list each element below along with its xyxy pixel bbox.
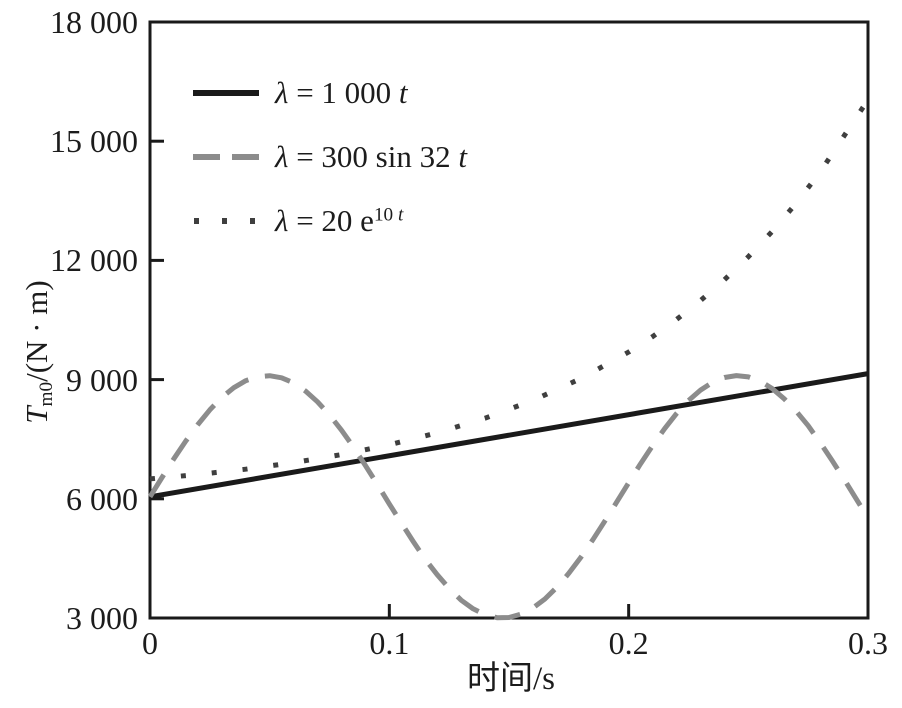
legend-item-linear: λ = 1 000 t <box>190 75 467 110</box>
legend-label-exponential: λ = 20 e10 t <box>275 203 404 238</box>
x-tick-label: 0 <box>142 625 158 661</box>
legend-swatch-dashed-line <box>193 154 259 160</box>
y-tick-label: 6 000 <box>66 480 138 517</box>
y-tick-label: 3 000 <box>66 600 138 636</box>
y-tick-label: 12 000 <box>50 242 138 279</box>
y-tick-label: 15 000 <box>50 123 138 160</box>
y-axis-title-text: Tm0/(N · m) <box>18 280 58 424</box>
series-lines <box>147 98 871 621</box>
series-line-dotted <box>149 98 871 482</box>
x-tick-label: 0.1 <box>369 625 410 661</box>
legend-item-sine: λ = 300 sin 32 t <box>190 139 467 174</box>
x-axis-title: 时间/s <box>466 661 555 697</box>
legend: λ = 1 000 t λ = 300 sin 32 t λ = 20 e10 … <box>190 75 467 268</box>
legend-swatch-solid-line <box>193 90 259 96</box>
y-tick-label: 18 000 <box>50 4 138 40</box>
legend-label-sine: λ = 300 sin 32 t <box>275 139 467 174</box>
legend-label-linear: λ = 1 000 t <box>275 75 408 110</box>
axis-ticks <box>150 139 631 618</box>
series-line-dashed <box>147 373 871 621</box>
series-line-solid <box>149 371 869 500</box>
legend-item-exponential: λ = 20 e10 t <box>190 203 467 238</box>
y-tick-label: 9 000 <box>66 361 138 398</box>
legend-swatch-dotted-line <box>194 218 259 224</box>
x-tick-label: 0.3 <box>848 625 888 661</box>
x-tick-label: 0.2 <box>608 625 649 661</box>
